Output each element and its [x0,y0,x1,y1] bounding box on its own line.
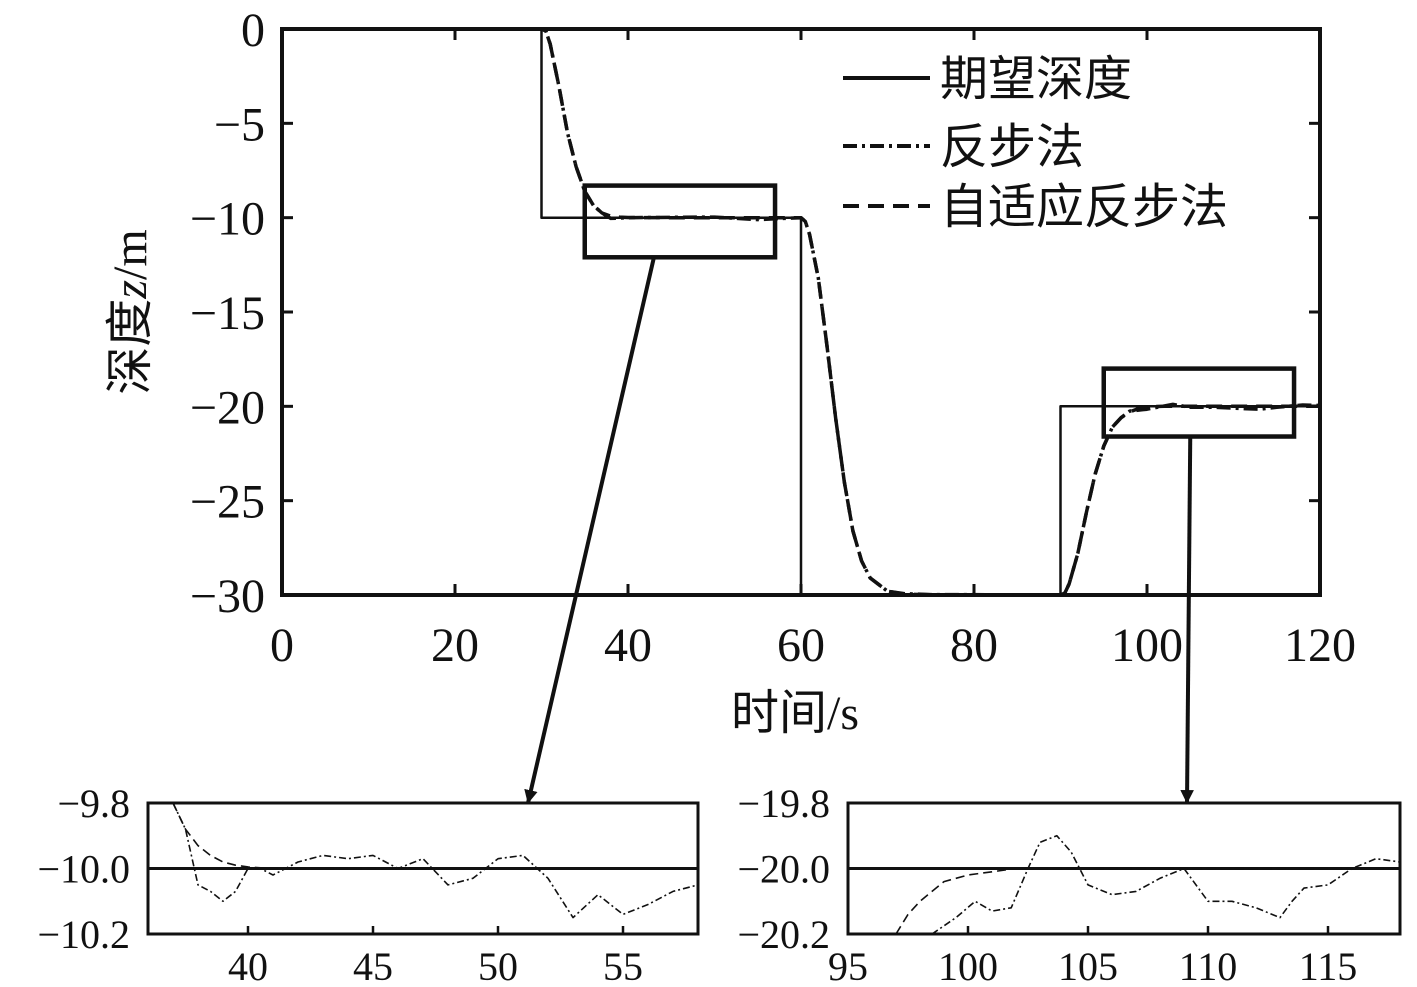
inset-right-x-tick-label: 95 [828,944,868,987]
x-tick-label: 100 [1111,619,1183,672]
inset-right-y-tick-label: −19.8 [737,781,830,826]
zoom-arrow-right [1180,436,1194,804]
inset-right-y-tick-label: −20.2 [737,912,830,957]
legend-label-desired-depth: 期望深度 [940,53,1132,106]
y-tick-label: −5 [214,98,265,151]
inset-right-x-tick-label: 105 [1058,944,1118,987]
x-tick-label: 120 [1284,619,1356,672]
inset-right-x-tick-label: 110 [1179,944,1238,987]
y-tick-label: 0 [241,4,265,57]
y-axis-label: 深度z/m [104,229,157,394]
inset-right-series [848,834,1400,934]
zoom-arrows [524,256,1194,804]
inset-plot-left: 40 45 50 55 −9.8 −10.0 −10.2 [37,781,700,987]
zoom-box-left [582,183,778,260]
legend-item-backstepping: 反步法 [843,121,1084,174]
inset-right-y-tick-label: −20.0 [737,847,830,892]
main-ticks: 0 20 40 60 80 100 120 0 −5 −10 −15 −20 −25 −30 [190,4,1356,672]
zoom-arrow-left [524,256,656,804]
inset-left-y-tick-label: −9.8 [57,781,130,826]
x-tick-label: 60 [777,619,825,672]
main-plot: 0 20 40 60 80 100 120 0 −5 −10 −15 −20 −25 −30 时间/s 深… [104,4,1356,740]
inset-left-y-tick-label: −10.0 [37,847,130,892]
inset-right-x-tick-label: 100 [938,944,998,987]
y-tick-label: −30 [190,570,265,623]
inset-left-y-tick-label: −10.2 [37,912,130,957]
legend-item-desired-depth: 期望深度 [843,53,1132,106]
legend-label-adaptive-backstepping: 自适应反步法 [940,181,1228,234]
y-axis-label-symbol: z [104,280,157,300]
zoom-box-right [1101,366,1297,439]
zoom-boxes [582,183,1297,439]
y-tick-label: −10 [190,193,265,246]
y-axis-label-unit: /m [104,229,157,280]
y-axis-label-text: 深度 [104,299,157,395]
inset-left-x-tick-label: 45 [353,944,393,987]
y-tick-label: −20 [190,381,265,434]
legend-label-backstepping: 反步法 [940,121,1084,174]
series-adaptive-backstepping-line [282,29,1320,595]
inset-left-ticks: 40 45 50 55 −9.8 −10.0 −10.2 [37,781,643,987]
inset-plot-right: 95 100 105 110 115 −19.8 −20.0 −20.2 [737,781,1402,987]
inset-left-series [148,803,698,919]
inset-right-ticks: 95 100 105 110 115 −19.8 −20.0 −20.2 [737,781,1357,987]
x-tick-label: 0 [270,619,294,672]
main-series [282,29,1320,595]
inset-right-series-adaptive-backstepping-line [895,867,1400,934]
inset-left-x-tick-label: 50 [478,944,518,987]
x-axis-label: 时间/s [731,687,859,740]
inset-left-x-tick-label: 40 [228,944,268,987]
inset-left-series-adaptive-backstepping-line [172,803,423,870]
x-tick-label: 40 [604,619,652,672]
x-tick-label: 80 [950,619,998,672]
inset-right-x-tick-label: 115 [1299,944,1358,987]
inset-left-x-tick-label: 55 [603,944,643,987]
y-tick-label: −15 [190,287,265,340]
inset-left-series-backstepping-line [172,803,698,919]
x-tick-label: 20 [431,619,479,672]
y-tick-label: −25 [190,476,265,529]
series-desired-depth-line [282,29,1320,595]
legend-item-adaptive-backstepping: 自适应反步法 [843,181,1228,234]
series-backstepping-line [282,29,1320,595]
inset-right-series-backstepping-line [931,834,1400,934]
legend: 期望深度 反步法 自适应反步法 [843,53,1228,234]
